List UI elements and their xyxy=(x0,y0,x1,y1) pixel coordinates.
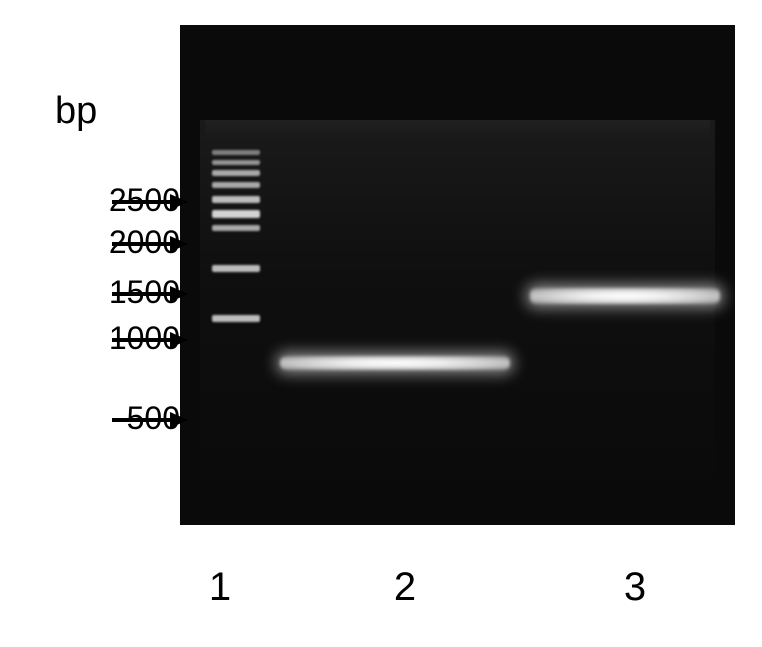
arrow-500 xyxy=(112,410,190,430)
lane-label-2: 2 xyxy=(385,565,425,610)
ladder-band xyxy=(212,160,260,165)
arrow-2500 xyxy=(112,192,190,212)
ladder-band xyxy=(212,182,260,188)
lane-label-1: 1 xyxy=(200,565,240,610)
sample-band-lane2 xyxy=(280,356,510,370)
arrow-1500 xyxy=(112,284,190,304)
ladder-band xyxy=(212,150,260,155)
well-shadow xyxy=(205,120,710,138)
gel-inner xyxy=(200,120,715,505)
ladder-band xyxy=(212,170,260,176)
gel-outer xyxy=(180,25,735,525)
unit-label: bp xyxy=(55,90,97,133)
ladder-band xyxy=(212,315,260,322)
lane-label-3: 3 xyxy=(615,565,655,610)
ladder-band xyxy=(212,196,260,203)
arrow-1000 xyxy=(112,330,190,350)
sample-band-lane3 xyxy=(530,288,720,304)
arrow-2000 xyxy=(112,234,190,254)
ladder-band xyxy=(212,225,260,231)
ladder-band xyxy=(212,265,260,272)
ladder-band xyxy=(212,210,260,218)
